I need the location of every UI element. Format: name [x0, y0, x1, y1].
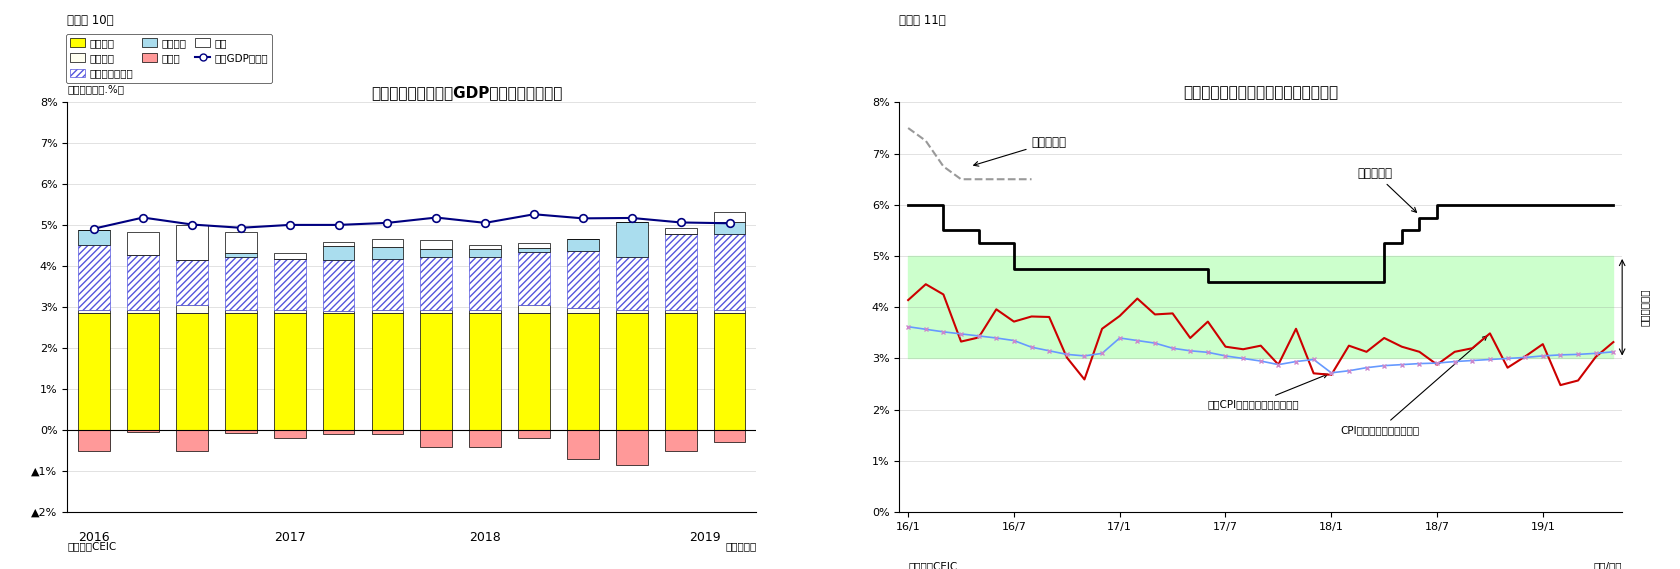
- Bar: [420, 257, 452, 310]
- Bar: [225, 430, 257, 434]
- Bar: [566, 314, 598, 430]
- Bar: [469, 257, 501, 310]
- Bar: [420, 314, 452, 430]
- Text: コアCPI上昇率（前年同月比）: コアCPI上昇率（前年同月比）: [1208, 374, 1327, 409]
- Text: CPI上昇率（前年同月比）: CPI上昇率（前年同月比）: [1339, 336, 1487, 435]
- Bar: [128, 310, 160, 314]
- Bar: [225, 314, 257, 430]
- Bar: [225, 310, 257, 314]
- Bar: [79, 314, 109, 430]
- Title: インドネシア　実質GDP成長率（需要側）: インドネシア 実質GDP成長率（需要側）: [371, 85, 563, 100]
- Bar: [176, 430, 208, 451]
- Bar: [615, 222, 647, 257]
- Text: 2017: 2017: [274, 530, 306, 543]
- Text: 2019: 2019: [689, 530, 721, 543]
- Bar: [274, 430, 306, 438]
- Bar: [323, 311, 354, 314]
- Bar: [323, 314, 354, 430]
- Bar: [566, 430, 598, 459]
- Bar: [176, 225, 208, 260]
- Bar: [714, 430, 744, 443]
- Bar: [371, 310, 403, 314]
- Bar: [420, 430, 452, 447]
- Bar: [664, 228, 696, 234]
- Bar: [323, 430, 354, 434]
- Bar: [79, 245, 109, 310]
- Bar: [714, 310, 744, 314]
- Bar: [176, 260, 208, 305]
- Bar: [714, 314, 744, 430]
- Bar: [469, 245, 501, 249]
- Bar: [371, 430, 403, 434]
- Bar: [176, 305, 208, 314]
- Text: （前年同期比.%）: （前年同期比.%）: [67, 84, 124, 94]
- Bar: [225, 232, 257, 253]
- Bar: [128, 232, 160, 255]
- Bar: [274, 259, 306, 310]
- Text: インフレ目標: インフレ目標: [1638, 288, 1648, 326]
- Bar: [420, 310, 452, 314]
- Bar: [566, 308, 598, 314]
- Bar: [274, 253, 306, 259]
- Bar: [176, 314, 208, 430]
- Bar: [664, 430, 696, 451]
- Text: 旧政策金利: 旧政策金利: [973, 136, 1065, 166]
- Bar: [323, 260, 354, 311]
- Bar: [469, 314, 501, 430]
- Bar: [128, 430, 160, 432]
- Bar: [714, 212, 744, 222]
- Bar: [128, 314, 160, 430]
- Text: （資料）CEIC: （資料）CEIC: [907, 560, 958, 569]
- Bar: [469, 310, 501, 314]
- Bar: [323, 242, 354, 246]
- Text: （資料）CEIC: （資料）CEIC: [67, 541, 118, 551]
- Text: （年/月）: （年/月）: [1593, 560, 1621, 569]
- Bar: [371, 246, 403, 259]
- Bar: [274, 314, 306, 430]
- Bar: [517, 248, 549, 252]
- Bar: [225, 253, 257, 257]
- Bar: [469, 430, 501, 447]
- Bar: [128, 255, 160, 310]
- Bar: [274, 310, 306, 314]
- Bar: [371, 259, 403, 310]
- Bar: [517, 430, 549, 438]
- Bar: [79, 430, 109, 451]
- Bar: [420, 241, 452, 249]
- Bar: [517, 305, 549, 314]
- Bar: [517, 252, 549, 305]
- Text: （図表 10）: （図表 10）: [67, 14, 114, 27]
- Bar: [323, 246, 354, 260]
- Bar: [79, 310, 109, 314]
- Bar: [225, 257, 257, 310]
- Legend: 民間消費, 政府消費, 総固定資本形成, 在庫変動, 純輸出, 誤差, 実質GDP成長率: 民間消費, 政府消費, 総固定資本形成, 在庫変動, 純輸出, 誤差, 実質GD…: [66, 34, 272, 83]
- Bar: [664, 310, 696, 314]
- Bar: [517, 314, 549, 430]
- Text: 2016: 2016: [79, 530, 109, 543]
- Bar: [714, 222, 744, 234]
- Bar: [566, 251, 598, 308]
- Bar: [664, 314, 696, 430]
- Bar: [714, 234, 744, 310]
- Bar: [615, 314, 647, 430]
- Title: インドネシアのインフレ率と政策金利: インドネシアのインフレ率と政策金利: [1183, 85, 1337, 100]
- Bar: [615, 310, 647, 314]
- Text: （四半期）: （四半期）: [724, 541, 756, 551]
- Bar: [371, 239, 403, 246]
- Text: （図表 11）: （図表 11）: [899, 14, 946, 27]
- Bar: [566, 239, 598, 251]
- Bar: [615, 430, 647, 465]
- Text: 2018: 2018: [469, 530, 501, 543]
- Bar: [469, 249, 501, 257]
- Text: 新政策金利: 新政策金利: [1357, 167, 1416, 212]
- Bar: [615, 257, 647, 310]
- Bar: [517, 243, 549, 248]
- Bar: [371, 314, 403, 430]
- Bar: [420, 249, 452, 257]
- Bar: [79, 230, 109, 245]
- Bar: [664, 234, 696, 310]
